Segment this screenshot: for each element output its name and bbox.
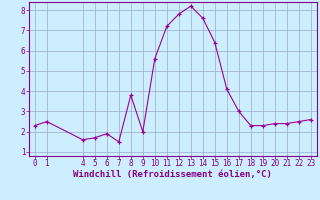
X-axis label: Windchill (Refroidissement éolien,°C): Windchill (Refroidissement éolien,°C)	[73, 170, 272, 179]
